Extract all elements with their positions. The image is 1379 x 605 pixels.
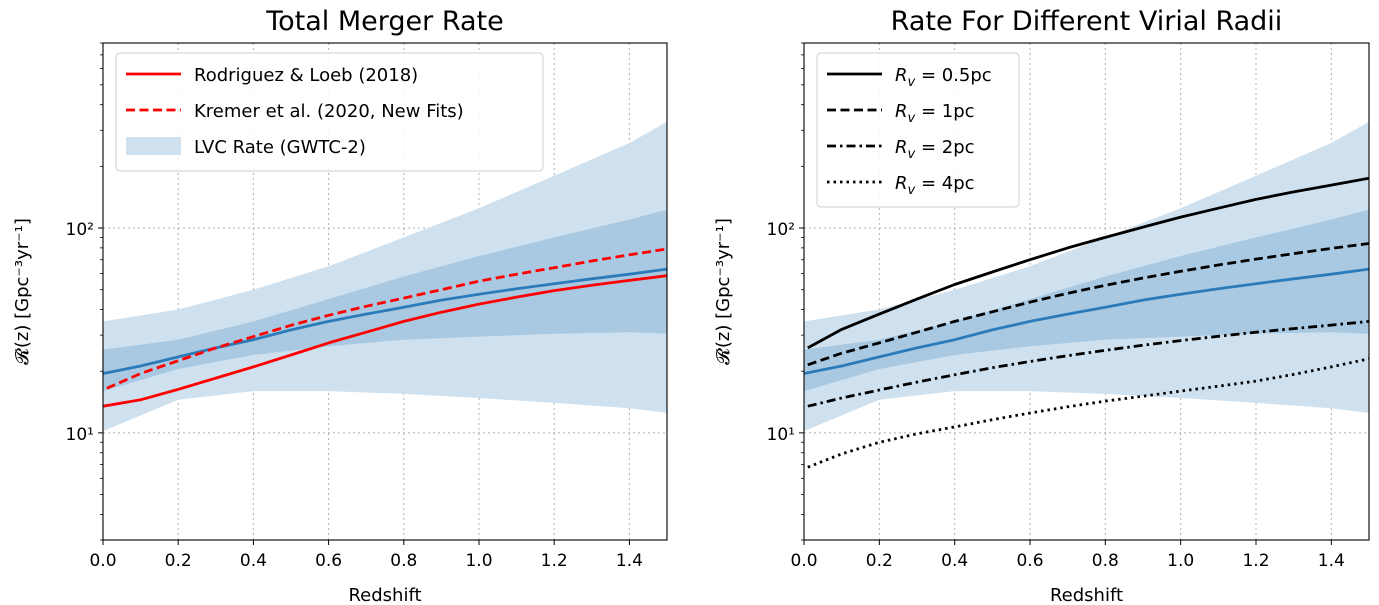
axes-frame — [803, 42, 1370, 541]
legend: Rv = 0.5pc Rv = 1pc Rv = 2pc Rv = 4pc — [816, 52, 1020, 208]
series-line — [807, 176, 1369, 350]
y-tick-label: 10¹ — [767, 425, 795, 445]
series-line — [807, 320, 1369, 408]
x-tick-label: 0.6 — [315, 551, 342, 571]
x-tick-label: 0.8 — [390, 551, 417, 571]
legend-label: Rv = 2pc — [895, 137, 975, 162]
x-axis-label: Redshift — [1050, 585, 1123, 605]
x-tick-label: 0.4 — [240, 551, 267, 571]
confidence-band — [804, 209, 1369, 392]
legend-label: Rv = 4pc — [895, 173, 975, 198]
series-line — [103, 274, 667, 408]
legend-label: LVC Rate (GWTC-2) — [194, 137, 366, 158]
x-tick-label: 0.0 — [790, 551, 817, 571]
x-tick-label: 0.6 — [1016, 551, 1043, 571]
plot-area — [804, 121, 1369, 469]
legend-label: Rv = 1pc — [895, 101, 975, 126]
series-line — [807, 242, 1369, 367]
chart-title: Total Merger Rate — [265, 6, 504, 37]
axes-frame — [102, 42, 668, 541]
series-line — [807, 357, 1369, 469]
legend-box — [115, 52, 544, 172]
legend-label: Kremer et al. (2020, New Fits) — [194, 101, 464, 122]
chart-1: 0.0 0.2 0.4 0.6 0.8 1.0 1.2 1.4 10¹ 10² Total Merg… — [12, 6, 668, 605]
y-axis-label: 𝓡(z) [Gpc⁻³yr⁻¹] — [12, 218, 33, 365]
legend-label: Rodriguez & Loeb (2018) — [194, 65, 418, 86]
x-tick-label: 1.4 — [1318, 551, 1345, 571]
x-tick-label: 0.2 — [866, 551, 893, 571]
legend-swatch — [126, 137, 181, 155]
x-tick-label: 1.0 — [1167, 551, 1194, 571]
legend-label: Rv = 0.5pc — [895, 65, 992, 90]
confidence-band — [103, 209, 667, 392]
x-axis-label: Redshift — [348, 585, 421, 605]
x-tick-label: 1.2 — [1242, 551, 1269, 571]
y-axis-label: 𝓡(z) [Gpc⁻³yr⁻¹] — [713, 218, 734, 365]
series-line — [106, 247, 667, 390]
x-tick-label: 1.2 — [541, 551, 568, 571]
legend-box — [816, 52, 1020, 208]
chart-2: 0.0 0.2 0.4 0.6 0.8 1.0 1.2 1.4 10¹ 10² Rate For D… — [713, 6, 1370, 605]
plot-area — [103, 121, 667, 432]
chart-title: Rate For Different Virial Radii — [891, 6, 1283, 37]
y-tick-label: 10¹ — [66, 425, 94, 445]
x-tick-label: 0.8 — [1092, 551, 1119, 571]
x-tick-label: 0.4 — [941, 551, 968, 571]
series-line — [103, 267, 667, 375]
series-line — [804, 267, 1369, 375]
x-tick-label: 1.4 — [616, 551, 643, 571]
x-tick-label: 0.0 — [89, 551, 116, 571]
x-tick-label: 1.0 — [465, 551, 492, 571]
legend: Rodriguez & Loeb (2018) Kremer et al. (20… — [115, 52, 544, 172]
y-tick-label: 10² — [767, 220, 795, 240]
x-tick-label: 0.2 — [165, 551, 192, 571]
y-tick-label: 10² — [66, 220, 94, 240]
